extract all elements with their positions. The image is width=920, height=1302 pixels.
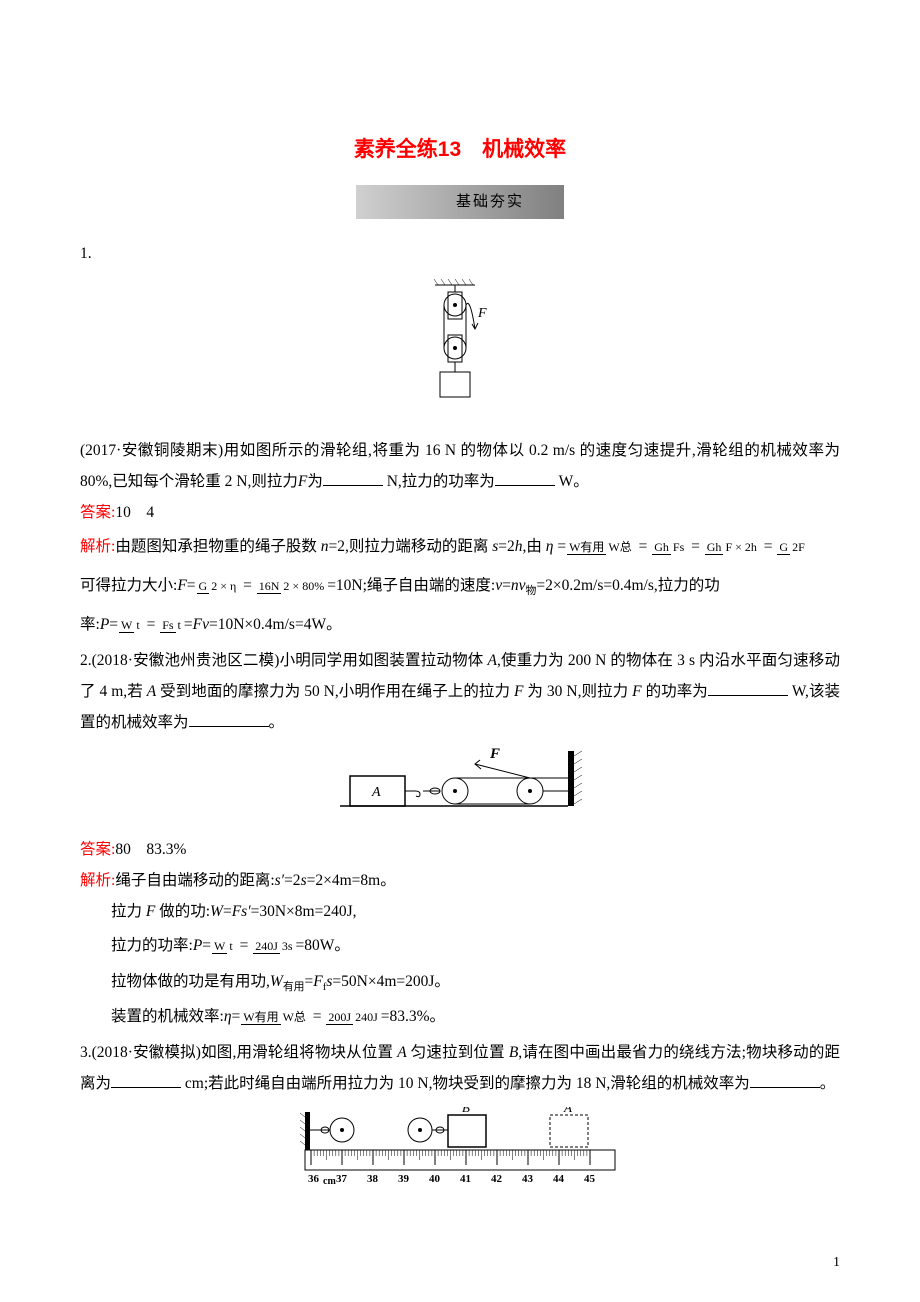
problem-2-text: 2.(2018·安徽池州贵池区二模)小明同学用如图装置拉动物体 A,使重力为 2… xyxy=(80,645,840,738)
section-bar: 基础夯实 xyxy=(80,185,840,220)
fraction: G2 × η xyxy=(197,580,239,593)
fraction: 16N2 × 80% xyxy=(257,580,326,593)
fraction: GhF × 2h xyxy=(705,541,759,554)
fraction: G2F xyxy=(777,541,806,554)
problem-1-number: 1. xyxy=(80,239,840,268)
svg-text:44: 44 xyxy=(553,1173,565,1185)
svg-text:37: 37 xyxy=(336,1173,348,1185)
answer-1: 答案:10 4 xyxy=(80,497,840,528)
fraction: Fst xyxy=(160,619,183,632)
section-bar-label: 基础夯实 xyxy=(356,185,564,220)
analysis-1-line-1: 解析:由题图知承担物重的绳子股数 n=2,则拉力端移动的距离 s=2h,由 η … xyxy=(80,528,840,567)
svg-text:cm: cm xyxy=(323,1176,336,1187)
problem-1-text: (2017·安徽铜陵期末)用如图所示的滑轮组,将重为 16 N 的物体以 0.2… xyxy=(80,435,840,497)
analysis-2-line-5: 装置的机械效率:η=W有用W总 = 200J240J=83.3%。 xyxy=(80,998,840,1037)
blank-input xyxy=(708,680,788,696)
svg-text:B: B xyxy=(462,1107,470,1115)
analysis-1-line-2: 可得拉力大小:F=G2 × η = 16N2 × 80%=10N;绳子自由端的速… xyxy=(80,567,840,606)
problem-3-text: 3.(2018·安徽模拟)如图,用滑轮组将物块从位置 A 匀速拉到位置 B,请在… xyxy=(80,1037,840,1099)
svg-text:45: 45 xyxy=(584,1173,596,1185)
svg-text:39: 39 xyxy=(398,1173,410,1185)
svg-text:41: 41 xyxy=(460,1173,471,1185)
blank-input xyxy=(495,471,555,487)
svg-text:F: F xyxy=(477,306,487,321)
svg-text:A: A xyxy=(563,1107,572,1115)
page-title: 素养全练13 机械效率 xyxy=(80,130,840,170)
page-number: 1 xyxy=(833,1250,840,1277)
answer-2: 答案:80 83.3% xyxy=(80,834,840,865)
fraction: W有用W总 xyxy=(567,541,634,554)
blank-input xyxy=(323,471,383,487)
fraction: 240J3s xyxy=(253,940,294,953)
svg-text:43: 43 xyxy=(522,1173,534,1185)
svg-text:42: 42 xyxy=(491,1173,503,1185)
fraction: 200J240J xyxy=(326,1011,379,1024)
figure-1: F xyxy=(80,277,840,427)
analysis-2-line-4: 拉物体做的功是有用功,W有用=Ffs=50N×4m=200J。 xyxy=(80,966,840,999)
blank-input xyxy=(111,1073,181,1089)
svg-text:36: 36 xyxy=(308,1173,320,1185)
ruler-pulley-diagram-icon: B A 37 38 39 40 41 42 43 44 45 36 cm xyxy=(300,1107,620,1187)
figure-2: A F xyxy=(80,746,840,826)
svg-text:A: A xyxy=(371,785,381,800)
svg-text:40: 40 xyxy=(429,1173,441,1185)
fraction: W有用W总 xyxy=(241,1011,308,1024)
blank-input xyxy=(750,1073,820,1089)
horizontal-pulley-diagram-icon: A F xyxy=(330,746,590,816)
analysis-2-line-1: 解析:绳子自由端移动的距离:s′=2s=2×4m=8m。 xyxy=(80,865,840,896)
fraction: GhFs xyxy=(652,541,686,554)
figure-3: B A 37 38 39 40 41 42 43 44 45 36 cm xyxy=(80,1107,840,1197)
analysis-2-line-2: 拉力 F 做的功:W=Fs′=30N×8m=240J, xyxy=(80,896,840,927)
svg-text:F: F xyxy=(489,746,500,762)
fraction: Wt xyxy=(119,619,142,632)
ruler-ticks: 37 38 39 40 41 42 43 44 45 xyxy=(311,1150,596,1185)
pulley-diagram-icon: F xyxy=(420,277,500,417)
svg-text:38: 38 xyxy=(367,1173,379,1185)
blank-input xyxy=(189,711,269,727)
analysis-2-line-3: 拉力的功率:P=Wt = 240J3s=80W。 xyxy=(80,927,840,966)
analysis-1-line-3: 率:P=Wt = Fst=Fv=10N×0.4m/s=4W。 xyxy=(80,606,840,645)
fraction: Wt xyxy=(212,940,235,953)
